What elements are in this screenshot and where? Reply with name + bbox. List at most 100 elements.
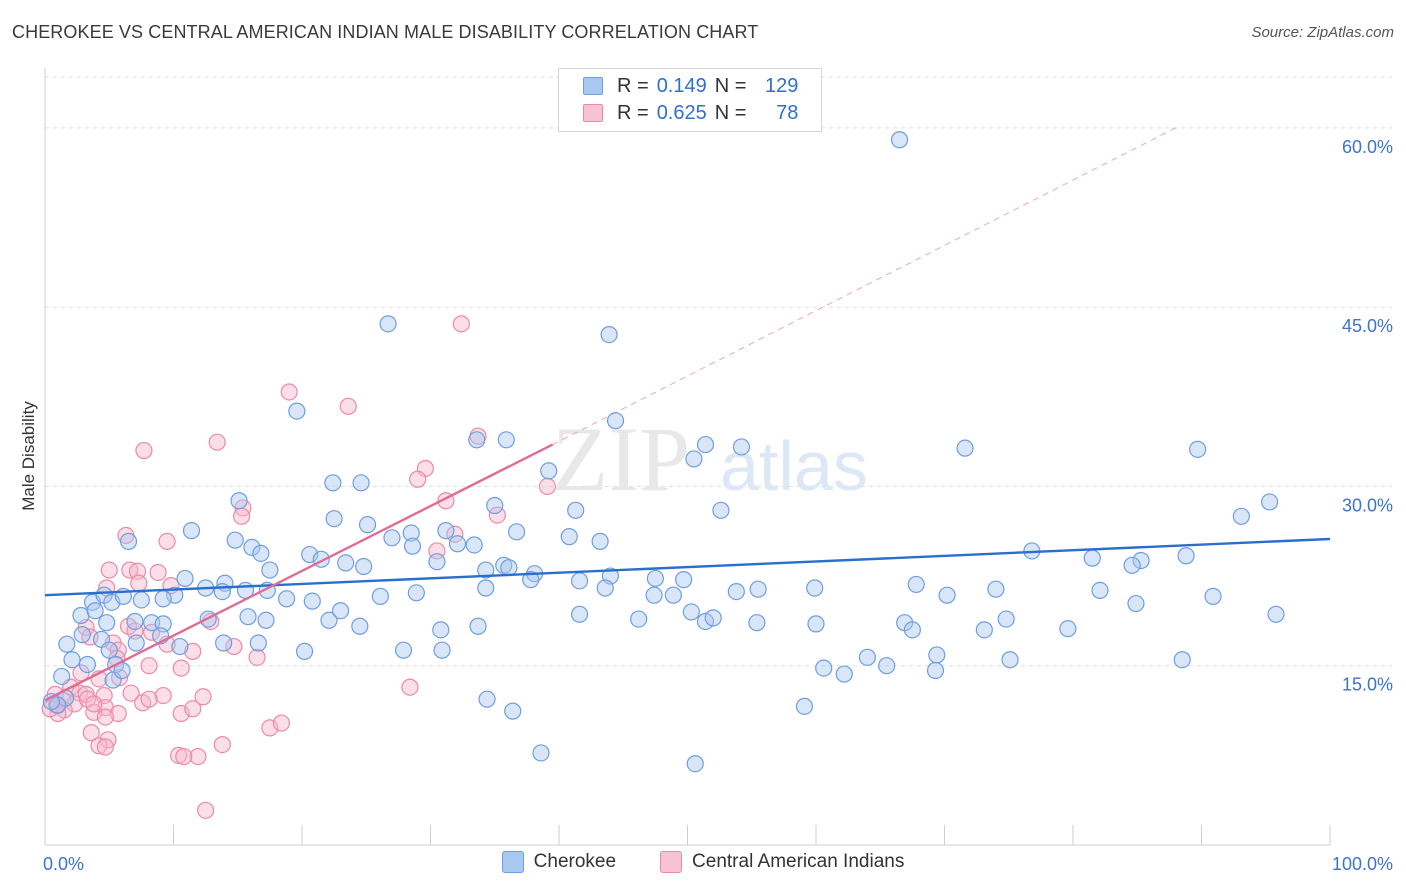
central-american-indians-point [82, 724, 100, 742]
central-american-indians-point [225, 637, 243, 656]
central-american-indians-point [233, 507, 251, 525]
cherokee-point [478, 690, 496, 708]
central-american-indians-point [96, 738, 114, 756]
cherokee-point [486, 496, 504, 515]
cherokee-point [630, 610, 648, 628]
cherokee-point [596, 579, 614, 597]
cherokee-point [226, 531, 244, 549]
y-tick-label: 30.0% [1342, 495, 1393, 515]
x-tick-label-min: 0.0% [43, 854, 84, 874]
cherokee-point [1001, 651, 1019, 669]
cherokee-point [261, 561, 279, 579]
central-american-indians-point [100, 561, 118, 579]
cherokee-point [928, 646, 946, 664]
cherokee-point [682, 603, 700, 621]
central-american-indians-point [143, 623, 161, 641]
central-american-indians-point [122, 684, 140, 702]
cherokee-point [497, 431, 515, 449]
cherokee-point [371, 587, 389, 605]
trend-lines [44, 127, 1331, 702]
cherokee-point [433, 641, 451, 659]
bottom-legend-label-cherokee: Cherokee [533, 851, 617, 872]
central-american-indians-point [140, 690, 158, 708]
cherokee-point [956, 439, 974, 457]
central-american-indians-point [172, 659, 190, 677]
cherokee-point [325, 510, 343, 528]
cherokee-point [432, 621, 450, 639]
cherokee-point [686, 755, 704, 773]
cherokee-point [835, 665, 853, 683]
cherokee-point [507, 523, 526, 541]
cherokee-point [477, 561, 495, 579]
central-american-indians-point [189, 747, 207, 766]
cherokee-point [696, 435, 715, 454]
central-american-indians-point [401, 678, 419, 696]
x-tick-label-max: 100.0% [1332, 854, 1393, 874]
central-american-indians-point [154, 686, 172, 705]
cherokee-point [239, 608, 257, 626]
cherokee-point [351, 617, 369, 635]
cherokee-point [355, 557, 373, 576]
cherokee-point [468, 431, 486, 449]
y-tick-labels: 15.0% 30.0% 45.0% 60.0% [1342, 137, 1393, 695]
cherokee-point [379, 315, 397, 333]
central-american-indians-point [135, 441, 153, 460]
central-american-indians-point [65, 695, 84, 713]
cherokee-point [249, 634, 267, 652]
cherokee-point [600, 326, 618, 344]
cherokee-point [997, 610, 1015, 628]
cherokee-point [1059, 620, 1077, 638]
bottom-legend-swatch-cherokee [501, 851, 524, 873]
cherokee-point [1232, 507, 1250, 525]
cherokee-point [807, 615, 825, 633]
cherokee-point [975, 621, 993, 639]
central-american-indians-point [280, 383, 298, 401]
cherokee-point [748, 614, 766, 632]
central-american-indians-trend-extension [552, 127, 1177, 446]
cherokee-point [522, 571, 540, 589]
cherokee-point [383, 529, 401, 547]
central-american-indians-point [96, 708, 114, 726]
cherokee-point [727, 582, 745, 601]
central-american-indians-point [85, 695, 103, 713]
cherokee-point [73, 626, 91, 644]
cherokee-point [570, 572, 589, 590]
cherokee-point [560, 528, 578, 546]
cherokee-point [1123, 556, 1141, 574]
cherokee-point [154, 590, 172, 608]
central-american-indians-point [194, 688, 212, 706]
cherokee-point [570, 605, 589, 623]
cherokee-point [704, 609, 722, 627]
cherokee-point [215, 634, 233, 652]
bottom-legend: Cherokee Central American Indians [0, 851, 1406, 873]
cherokee-point [182, 522, 201, 540]
cherokee-point [858, 648, 877, 666]
central-american-indians-point [175, 747, 193, 766]
cherokee-point [252, 544, 270, 562]
central-american-indians-point [339, 397, 357, 415]
cherokee-point [331, 602, 350, 620]
cherokee-point [1261, 493, 1279, 511]
central-american-indians-point [130, 574, 148, 592]
cherokee-point [732, 438, 751, 456]
central-american-indians-point [409, 470, 427, 488]
cherokee-point [1189, 440, 1207, 458]
legend-swatch-central-american-indians [583, 104, 603, 122]
cherokee-point [1127, 594, 1145, 613]
grid-lines [45, 76, 1392, 667]
cherokee-point [127, 634, 145, 652]
cherokee-point [465, 536, 483, 554]
legend-n-value: 129 [765, 74, 799, 97]
cherokee-point [540, 462, 558, 480]
y-tick-label: 15.0% [1342, 675, 1393, 695]
bottom-legend-swatch-central-american-indians [660, 851, 683, 873]
cherokee-point [407, 584, 425, 602]
cherokee-point [402, 524, 420, 542]
cherokee-point [675, 571, 693, 589]
legend-r-value: 0.625 [656, 101, 707, 124]
cherokee-point [63, 651, 81, 669]
cherokee-point [171, 637, 189, 656]
cherokee-point [53, 667, 71, 686]
cherokee-point [126, 612, 144, 631]
cherokee-point [504, 702, 522, 720]
